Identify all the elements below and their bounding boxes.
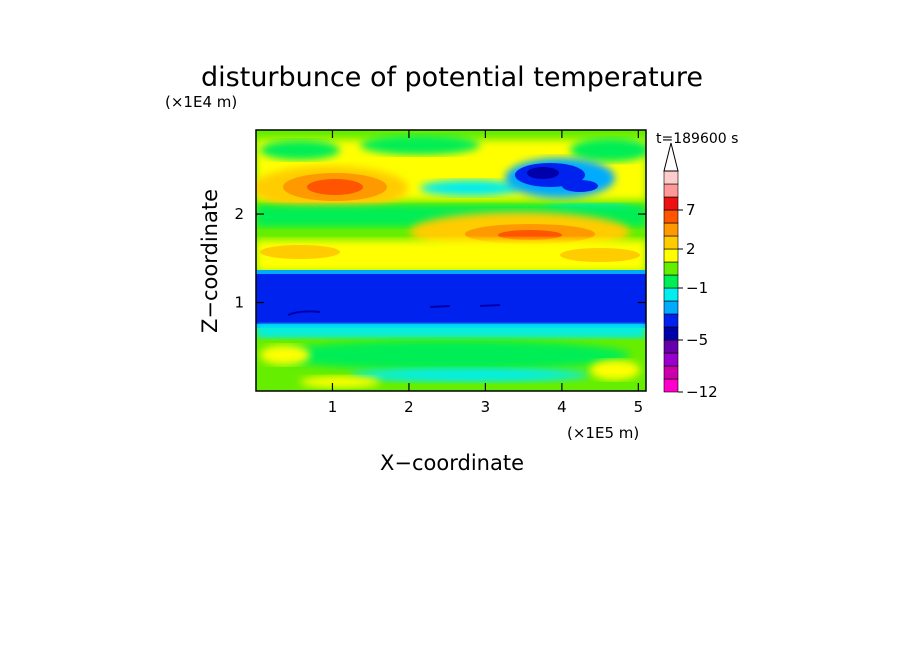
heatmap-upper-green-left bbox=[260, 140, 340, 160]
heatmap-low-orange-left bbox=[260, 245, 340, 259]
heatmap-bottom-yellow-left bbox=[260, 345, 310, 365]
heatmap-cold-core bbox=[527, 167, 559, 179]
colorbar-segment bbox=[663, 339, 679, 354]
colorbar-extend-arrow bbox=[663, 142, 679, 172]
colorbar-segment bbox=[663, 222, 679, 237]
heatmap-low-orange-right bbox=[560, 248, 640, 262]
x-unit-label: (×1E5 m) bbox=[567, 424, 639, 442]
colorbar-segment bbox=[663, 274, 679, 289]
colorbar-tick-label: −5 bbox=[686, 331, 708, 349]
x-tick-label: 5 bbox=[634, 398, 644, 416]
colorbar-segment bbox=[663, 287, 679, 302]
colorbar-segment bbox=[663, 183, 679, 198]
colorbar-segment bbox=[663, 300, 679, 315]
colorbar-segment bbox=[663, 365, 679, 380]
heatmap-cold-tail bbox=[562, 180, 598, 192]
heatmap-bottom-cyan bbox=[350, 368, 590, 382]
colorbar-segment bbox=[663, 170, 679, 185]
colorbar-segment bbox=[663, 378, 679, 393]
heatmap-upper-green-mid bbox=[360, 135, 480, 155]
heatmap-warm-left-core bbox=[307, 179, 363, 195]
colorbar-tick-label: 2 bbox=[686, 240, 696, 258]
y-tick-label: 1 bbox=[234, 294, 244, 312]
y-axis: 12 bbox=[234, 205, 646, 312]
colorbar-segment bbox=[663, 235, 679, 250]
heatmap-cold-streak-1 bbox=[287, 310, 321, 316]
colorbar-segment bbox=[663, 313, 679, 328]
x-axis-label: X−coordinate bbox=[380, 451, 524, 475]
colorbar-segment bbox=[663, 248, 679, 263]
colorbar: 7 2 −1 −5 −12 bbox=[663, 142, 718, 401]
colorbar-tick-label: −1 bbox=[686, 279, 708, 297]
x-tick-label: 4 bbox=[557, 398, 567, 416]
heatmap-low-green bbox=[270, 340, 630, 370]
colorbar-segment bbox=[663, 352, 679, 367]
heatmap-low-cyan bbox=[256, 324, 646, 338]
colorbar-segment bbox=[663, 326, 679, 341]
y-unit-label: (×1E4 m) bbox=[165, 93, 237, 111]
colorbar-tick-label: −12 bbox=[686, 383, 718, 401]
heatmap-cold-streak-2 bbox=[429, 305, 451, 308]
colorbar-segment bbox=[663, 261, 679, 276]
x-tick-label: 2 bbox=[404, 398, 414, 416]
heatmap-bottom-yellow-mid bbox=[300, 376, 380, 388]
heatmap-bottom-yellow-right bbox=[590, 360, 640, 380]
time-label: t=189600 s bbox=[656, 131, 738, 147]
heatmap-cold-layer bbox=[256, 274, 646, 324]
y-tick-label: 2 bbox=[234, 205, 244, 223]
x-axis: 1 2 3 4 5 bbox=[328, 130, 643, 416]
colorbar-tick-label: 7 bbox=[686, 201, 696, 219]
colorbar-segment bbox=[663, 209, 679, 224]
heatmap-cyan-band-1 bbox=[420, 180, 520, 196]
plot-frame bbox=[255, 129, 647, 392]
plot-area bbox=[255, 129, 647, 392]
heatmap-upper-green-right bbox=[570, 138, 646, 162]
chart-title: disturbunce of potential temperature bbox=[201, 62, 703, 93]
y-axis-label: Z−coordinate bbox=[198, 189, 222, 333]
colorbar-segment bbox=[663, 196, 679, 211]
heatmap-mid-warm-core bbox=[498, 230, 562, 240]
x-tick-label: 1 bbox=[328, 398, 338, 416]
heatmap-cold-streak-3 bbox=[479, 304, 501, 307]
x-tick-label: 3 bbox=[481, 398, 491, 416]
